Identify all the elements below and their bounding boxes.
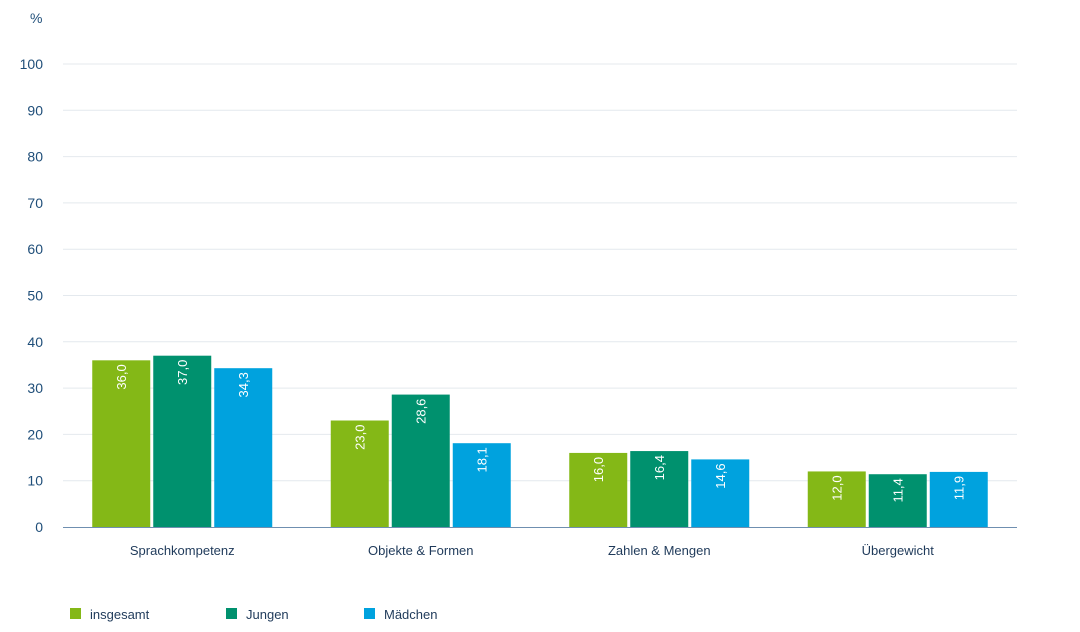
bar-insgesamt-3 (569, 452, 628, 527)
bar-value-label: 11,9 (952, 476, 967, 500)
bar-mädchen-2 (452, 443, 511, 527)
bar-jungen-3 (630, 451, 689, 527)
legend-swatch-insgesamt (70, 608, 81, 619)
legend-label: Jungen (246, 607, 289, 622)
bar-value-label: 36,0 (114, 364, 129, 389)
bars: 36,0 37,0 34,3 23,0 28,6 18,1 16,0 16,4 14,6 12,0… (92, 355, 988, 527)
bar-insgesamt-1 (92, 360, 151, 527)
bar-value-label: 16,0 (591, 457, 606, 482)
y-tick-label: 60 (27, 241, 43, 257)
legend-swatch-mädchen (364, 608, 375, 619)
bar-value-label: 23,0 (353, 425, 368, 450)
bar-insgesamt-2 (330, 420, 389, 527)
bar-mädchen-4 (929, 471, 988, 527)
x-category-label: Übergewicht (862, 543, 935, 558)
bar-jungen-1 (153, 355, 212, 527)
bar-mädchen-3 (691, 459, 750, 527)
legend: insgesamt Jungen Mädchen (70, 607, 437, 622)
bar-value-label: 12,0 (830, 475, 845, 500)
y-axis-ticks: 0 10 20 30 40 50 60 70 80 90 100 (20, 56, 44, 535)
y-tick-label: 20 (27, 426, 43, 442)
y-tick-label: 0 (35, 519, 43, 535)
y-tick-label: 40 (27, 334, 43, 350)
bar-value-label: 11,4 (891, 478, 906, 502)
legend-label: insgesamt (90, 607, 150, 622)
bar-mädchen-1 (214, 368, 273, 527)
x-category-label: Objekte & Formen (368, 543, 474, 558)
x-category-label: Zahlen & Mengen (608, 543, 711, 558)
bar-value-label: 34,3 (236, 372, 251, 397)
bar-insgesamt-4 (807, 471, 866, 527)
bar-value-label: 16,4 (652, 455, 667, 480)
bar-value-label: 14,6 (713, 463, 728, 488)
y-tick-label: 100 (20, 56, 44, 72)
bar-value-label: 18,1 (475, 447, 490, 472)
y-tick-label: 10 (27, 473, 43, 489)
bar-value-label: 28,6 (414, 399, 429, 424)
y-axis-unit-label: % (30, 10, 42, 26)
x-category-label: Sprachkompetenz (130, 543, 235, 558)
y-tick-label: 80 (27, 149, 43, 165)
legend-label: Mädchen (384, 607, 437, 622)
y-tick-label: 50 (27, 288, 43, 304)
y-tick-label: 70 (27, 195, 43, 211)
x-axis-category-labels: Sprachkompetenz Objekte & Formen Zahlen & … (130, 543, 934, 558)
bar-jungen-2 (391, 394, 450, 527)
bar-value-label: 37,0 (175, 360, 190, 385)
bar-jungen-4 (868, 474, 927, 527)
legend-swatch-jungen (226, 608, 237, 619)
y-tick-label: 90 (27, 102, 43, 118)
y-tick-label: 30 (27, 380, 43, 396)
